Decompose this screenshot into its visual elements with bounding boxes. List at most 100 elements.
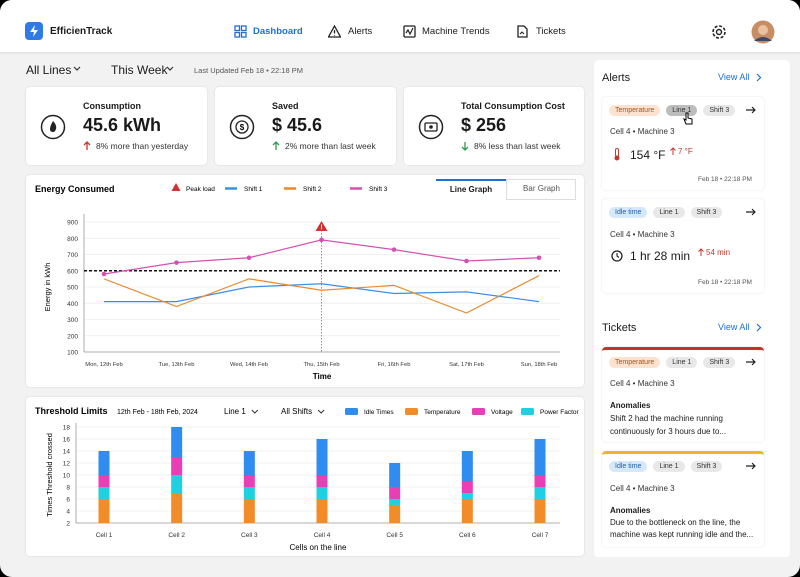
chevron [251,409,259,414]
svg-text:$: $ [240,123,245,132]
chart-filter[interactable]: Line 1 [224,407,246,416]
y-tick-label: 18 [63,425,71,432]
line-filter[interactable]: All Lines [26,63,72,77]
bar-segment [461,493,473,499]
ticket-location: Cell 4 • Machine 3 [610,379,675,388]
chart-title: Threshold Limits [35,406,108,416]
point [174,260,179,265]
tag[interactable]: Idle time [609,461,648,472]
tag[interactable]: Idle time [609,207,648,218]
legend-label: Shift 2 [303,186,322,193]
up-arrow [698,248,704,256]
y-tick-label: 400 [67,301,78,308]
kpi-value: $ 45.6 [272,115,323,135]
tag[interactable]: Line 1 [666,105,698,116]
y-tick-label: 8 [66,485,70,492]
settings-icon[interactable] [710,23,728,41]
consumption-icon [40,114,66,140]
y-axis-label: Energy in kWh [43,263,52,312]
y-tick-label: 14 [63,449,71,456]
period-filter[interactable]: This Week [111,63,168,77]
x-tick-label: Cell 1 [96,532,113,539]
x-tick-label: Cell 6 [459,532,476,539]
tab-line-graph[interactable]: Line Graph [436,179,506,200]
kpi-card [215,87,396,165]
y-tick-label: 200 [67,333,78,340]
bar-segment [98,499,110,523]
chevron [317,409,325,414]
chart-filter[interactable]: All Shifts [281,407,312,416]
cursor [683,112,693,125]
ticket-card[interactable]: Temperature Line 1 Shift 3 Cell 4 • Machin… [602,347,764,442]
bar-segment [316,475,328,487]
x-tick-label: Mon, 12th Feb [85,362,122,368]
x-tick-label: Cell 5 [386,532,403,539]
peak-icon-mark: ! [320,225,322,232]
x-tick-label: Thu, 15th Feb [303,362,339,368]
cost-icon [418,114,444,140]
alert-card[interactable]: Temperature Line 1 Shift 3 Cell 4 • Machin… [602,97,764,190]
alert-change: 54 min [706,248,731,257]
tag[interactable]: Shift 3 [703,105,736,116]
ticket-heading: Anomalies [610,401,651,410]
x-tick-label: Tue, 13th Feb [159,362,195,368]
chevron [756,73,762,82]
legend-label: Temperature [424,409,461,416]
avatar[interactable] [751,20,775,44]
tag[interactable]: Line 1 [653,461,685,472]
alert-change: 7 °F [678,147,693,156]
bar-segment [461,451,473,481]
tag[interactable]: Temperature [609,105,661,116]
legend-label: Shift 3 [369,186,388,193]
kpi-delta: 2% more than last week [285,141,376,151]
bar-segment [243,451,255,475]
brand-name: EfficienTrack [50,26,113,37]
x-axis-label: Cells on the line [290,543,347,552]
nav-dashboard[interactable]: Dashboard [253,26,303,37]
bar-segment [316,499,328,523]
ticket-card[interactable]: Idle time Line 1 Shift 3 Cell 4 • Machine … [602,451,764,547]
legend-peak-icon [171,183,181,191]
kpi-delta: 8% more than yesterday [96,141,189,151]
bar-segment [389,463,401,487]
y-tick-label: 6 [66,497,70,504]
trends-icon [403,25,416,38]
alert-card[interactable]: Idle time Line 1 Shift 3 Cell 4 • Machine … [602,199,764,293]
bar-segment [98,487,110,499]
y-tick-label: 16 [63,437,71,444]
tickets-view-all[interactable]: View All [718,322,750,332]
legend-swatch [472,408,485,415]
kpi-delta: 8% less than last week [474,141,561,151]
y-tick-label: 600 [67,268,78,275]
tag[interactable]: Temperature [609,357,661,368]
legend-swatch [405,408,418,415]
kpi-label: Consumption [83,101,141,111]
y-tick-label: 10 [63,473,71,480]
tag[interactable]: Shift 3 [690,207,723,218]
chevron [73,66,81,71]
tag[interactable]: Shift 3 [690,461,723,472]
series-line [103,239,540,275]
alerts-view-all[interactable]: View All [718,72,750,82]
kpi-card [404,87,584,165]
clock-icon [611,250,623,262]
nav-alerts[interactable]: Alerts [348,26,373,37]
nav-tickets[interactable]: Tickets [536,26,566,37]
tag[interactable]: Line 1 [653,207,685,218]
y-tick-label: 12 [63,461,71,468]
saved-icon: $ [229,114,255,140]
ticket-location: Cell 4 • Machine 3 [610,484,675,493]
chevron [166,66,174,71]
ticket-heading: Anomalies [610,506,651,515]
tag[interactable]: Line 1 [666,357,698,368]
alert-time: Feb 18 • 22:18 PM [698,279,752,286]
tag[interactable]: Shift 3 [703,357,736,368]
bar-segment [461,481,473,493]
tab-bar-graph[interactable]: Bar Graph [506,179,576,200]
nav-machine-trends[interactable]: Machine Trends [422,26,490,37]
last-updated: Last Updated Feb 18 • 22:18 PM [194,66,303,75]
point [391,247,397,252]
bar-segment [243,499,255,523]
alerts-icon [328,25,341,38]
alert-reading: 1 hr 28 min [630,249,691,263]
